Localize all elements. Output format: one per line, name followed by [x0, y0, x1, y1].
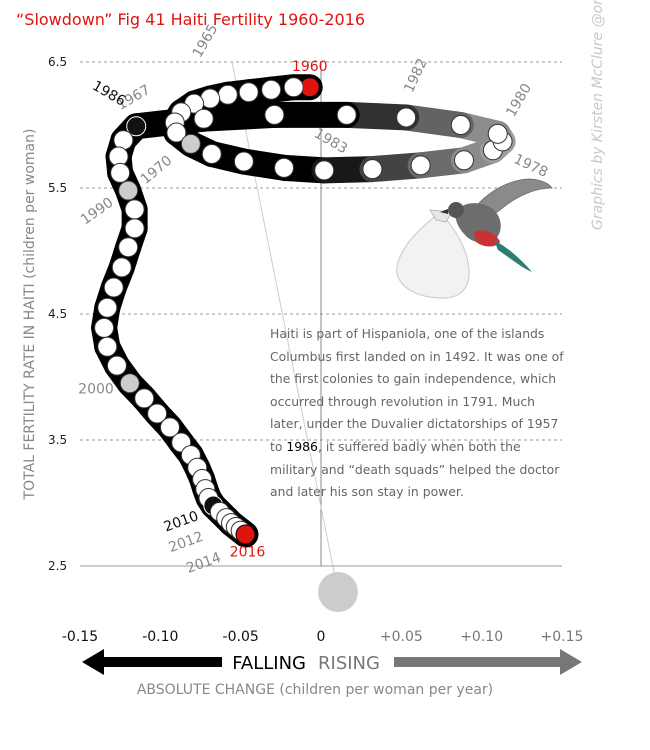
year-label-1990: 1990 — [78, 195, 116, 229]
year-marker — [450, 115, 471, 135]
year-marker — [147, 403, 168, 424]
year-marker — [97, 336, 118, 357]
year-marker — [274, 157, 295, 178]
x-tick-label: +0.05 — [380, 629, 423, 645]
year-marker — [118, 180, 139, 201]
year-marker — [193, 108, 214, 129]
year-marker — [134, 388, 155, 409]
year-label-2000: 2000 — [78, 381, 114, 397]
year-marker — [261, 79, 282, 100]
year-marker — [106, 355, 127, 376]
year-marker — [264, 104, 285, 125]
year-label-2016: 2016 — [230, 545, 266, 561]
year-marker — [487, 123, 508, 144]
y-tick-label: 3.5 — [48, 433, 67, 447]
falling-label: FALLING — [232, 653, 306, 674]
bird-illustration — [396, 178, 553, 299]
x-tick-label: -0.15 — [62, 629, 98, 645]
year-marker — [97, 297, 118, 318]
pendulum-bob — [318, 572, 358, 612]
annotation-text-part: Haiti is part of Hispaniola, one of the … — [270, 326, 564, 454]
annotation-highlight-year: 1986 — [286, 438, 318, 454]
year-marker — [124, 218, 145, 239]
y-tick-label: 2.5 — [48, 559, 67, 573]
bird-tail — [494, 240, 532, 272]
rising-arrow — [394, 649, 582, 675]
year-label-1983: 1983 — [311, 126, 350, 158]
x-tick-label: +0.10 — [460, 629, 503, 645]
year-marker — [410, 155, 431, 176]
year-marker — [126, 116, 147, 137]
year-marker — [180, 133, 201, 154]
bird-belly — [474, 230, 500, 247]
x-tick-label: -0.10 — [142, 629, 178, 645]
year-marker — [201, 143, 222, 164]
year-marker — [119, 373, 140, 394]
year-marker — [118, 237, 139, 258]
rising-label: RISING — [318, 653, 380, 674]
year-markers — [94, 77, 513, 545]
year-marker — [283, 77, 304, 98]
year-marker — [94, 317, 115, 338]
x-tick-label: +0.15 — [541, 629, 584, 645]
year-label-2014: 2014 — [184, 550, 223, 577]
year-label-1978: 1978 — [511, 151, 550, 181]
gridlines — [80, 61, 562, 612]
y-tick-label: 4.5 — [48, 307, 67, 321]
year-label-1965: 1965 — [190, 22, 222, 61]
axes: 2.5 3.5 4.5 5.5 6.5 -0.15 -0.10 -0.05 0 +0.05 +0.1… — [22, 55, 583, 698]
annotation-text-part: , it suffered badly when both the milita… — [270, 438, 560, 500]
year-marker — [233, 151, 254, 172]
bird-head — [448, 202, 464, 218]
year-marker — [111, 257, 132, 278]
sack-illustration — [396, 211, 470, 299]
page-title: “Slowdown” Fig 41 Haiti Fertility 1960-2… — [16, 10, 366, 29]
year-label-1986: 1986 — [89, 78, 128, 110]
bird-beak — [440, 209, 448, 214]
direction-arrows: FALLING RISING — [82, 649, 582, 675]
x-tick-label: 0 — [317, 629, 326, 645]
year-marker — [124, 199, 145, 220]
year-label-1970: 1970 — [138, 153, 176, 188]
year-marker — [453, 150, 474, 171]
year-marker — [217, 84, 238, 105]
y-tick-label: 6.5 — [48, 55, 67, 69]
year-marker — [235, 524, 256, 545]
x-tick-label: -0.05 — [223, 629, 259, 645]
year-marker — [103, 277, 124, 298]
year-marker — [238, 82, 259, 103]
year-marker — [362, 159, 383, 180]
year-label-1960: 1960 — [292, 59, 328, 75]
year-marker — [110, 162, 131, 183]
y-axis-label: TOTAL FERTILITY RATE IN HAITI (children … — [22, 129, 38, 501]
credit: Graphics by Kirsten McClure @orpheuscat — [590, 0, 606, 230]
y-tick-label: 5.5 — [48, 181, 67, 195]
year-marker — [396, 107, 417, 128]
year-label-1980: 1980 — [503, 81, 535, 120]
annotation-text: Haiti is part of Hispaniola, one of the … — [270, 323, 570, 504]
year-marker — [336, 104, 357, 125]
x-axis-label: ABSOLUTE CHANGE (children per woman per … — [137, 682, 493, 698]
year-marker — [166, 122, 187, 143]
year-marker — [159, 417, 180, 438]
year-marker — [314, 160, 335, 181]
falling-arrow — [82, 649, 222, 675]
